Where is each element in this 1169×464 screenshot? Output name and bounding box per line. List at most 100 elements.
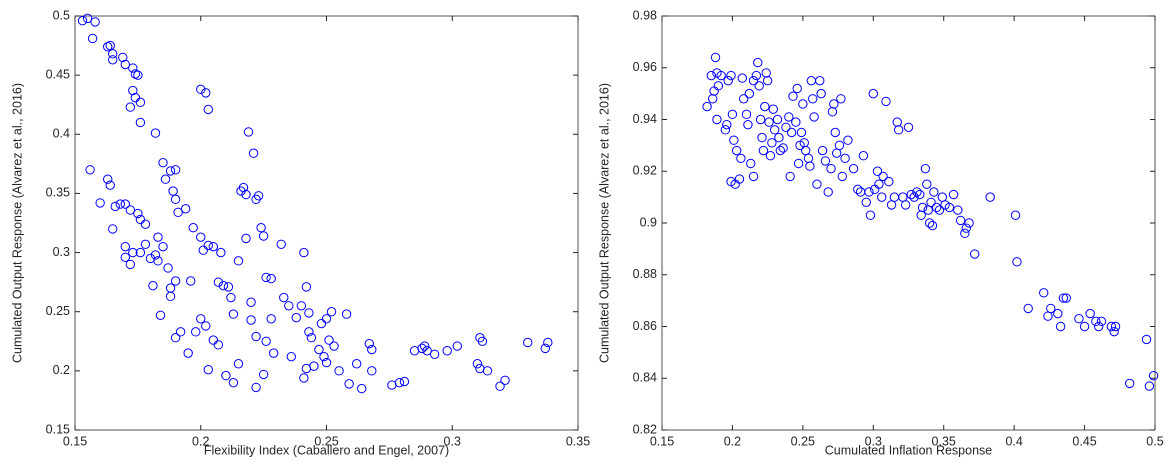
data-point: [158, 241, 168, 252]
y-axis-label: Cumulated Output Response (Alvarez et al…: [10, 83, 24, 363]
data-point: [208, 241, 219, 252]
data-point: [726, 70, 736, 81]
data-point: [301, 282, 312, 292]
data-point: [775, 145, 786, 156]
data-point: [1106, 321, 1117, 332]
data-point: [877, 192, 887, 202]
data-point: [135, 117, 146, 128]
data-point: [748, 75, 759, 86]
data-point: [306, 333, 317, 343]
data-point: [286, 351, 296, 362]
data-point: [213, 277, 224, 287]
y-tick-label: 0.86: [633, 319, 657, 333]
data-point: [216, 247, 226, 258]
x-tick-label: 0.5: [1146, 434, 1163, 448]
data-point: [95, 198, 105, 208]
data-point: [228, 377, 239, 388]
data-point: [170, 165, 181, 175]
data-point: [540, 343, 551, 354]
data-point: [120, 252, 131, 263]
data-point: [118, 52, 128, 63]
data-point: [738, 94, 749, 104]
data-point: [758, 145, 769, 156]
data-point: [762, 75, 773, 86]
data-point: [183, 348, 193, 358]
data-point: [158, 157, 168, 168]
data-point: [741, 109, 752, 120]
data-point: [233, 359, 244, 369]
x-axis-label: Flexibility Index (Caballero and Engel, …: [204, 443, 449, 457]
data-point: [324, 335, 334, 345]
data-point: [781, 122, 791, 132]
data-point: [927, 220, 938, 231]
data-point: [920, 163, 931, 174]
data-point: [165, 166, 176, 176]
data-point: [241, 189, 251, 200]
data-point: [344, 379, 354, 389]
data-point: [135, 247, 146, 258]
data-point: [1023, 303, 1033, 314]
data-point: [221, 370, 231, 381]
data-point: [826, 163, 836, 174]
data-point: [817, 145, 828, 156]
data-point: [417, 343, 427, 354]
y-axis-label: Cumulated Output Response (Alvarez et al…: [597, 83, 611, 363]
data-point: [837, 171, 847, 182]
data-point: [304, 327, 314, 337]
y-tick-label: 0.88: [633, 267, 657, 281]
data-point: [163, 263, 173, 273]
data-point: [843, 135, 853, 145]
data-point: [196, 232, 206, 242]
data-point: [944, 202, 955, 213]
y-tick-label: 0.94: [633, 112, 657, 126]
data-point: [1055, 321, 1066, 332]
data-point: [729, 135, 739, 145]
data-point: [191, 327, 201, 337]
y-tick-label: 0.92: [633, 164, 657, 178]
data-point: [175, 327, 186, 337]
data-point: [734, 174, 745, 184]
y-tick-label: 0.35: [46, 186, 70, 200]
data-point: [778, 143, 788, 153]
data-point: [419, 341, 430, 351]
data-point: [108, 55, 118, 65]
data-point: [268, 348, 279, 358]
axes-box: [661, 15, 1156, 431]
x-tick-label: 0.25: [791, 434, 815, 448]
data-point: [767, 138, 777, 148]
data-point: [77, 16, 88, 26]
x-tick-label: 0.4: [1005, 434, 1022, 448]
data-point: [543, 337, 553, 348]
data-point: [251, 331, 261, 342]
data-point: [960, 228, 970, 239]
data-point: [931, 202, 942, 213]
data-point: [1046, 303, 1056, 314]
data-point: [924, 218, 935, 228]
data-point: [784, 112, 794, 122]
data-point: [912, 187, 922, 197]
y-tick-label: 0.4: [53, 127, 70, 141]
data-point: [341, 309, 352, 319]
data-point: [246, 297, 256, 307]
data-point: [812, 179, 822, 189]
plot: 0.15 0.2 0.25 0.3 0.35 0.4 0.45 0.5 0.82 0.84 0.86…: [597, 8, 1163, 457]
x-tick-label: 0.35: [932, 434, 956, 448]
data-point: [1091, 316, 1101, 327]
data-point: [848, 163, 859, 174]
data-point: [985, 192, 995, 202]
data-point: [120, 199, 131, 209]
data-point: [261, 336, 271, 346]
data-point: [329, 341, 339, 351]
y-tick-label: 0.98: [633, 8, 657, 22]
data-point: [90, 17, 100, 27]
data-point: [816, 88, 826, 99]
data-point: [757, 132, 767, 143]
x-tick-label: 0.45: [1072, 434, 1096, 448]
data-point: [115, 199, 125, 209]
data-point: [934, 205, 945, 215]
data-point: [872, 166, 883, 176]
data-point: [243, 127, 254, 137]
data-point: [755, 114, 766, 125]
data-point: [170, 276, 181, 286]
